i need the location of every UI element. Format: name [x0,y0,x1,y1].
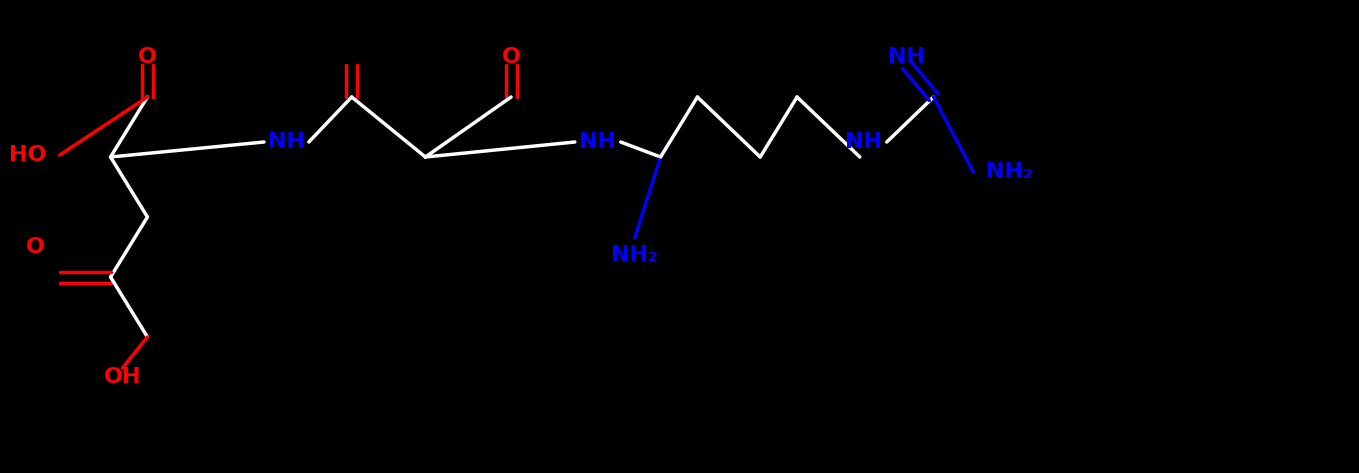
Text: NH: NH [269,132,306,152]
Text: NH: NH [845,132,882,152]
Text: NH₂: NH₂ [987,162,1033,182]
Text: HO: HO [10,145,46,165]
Text: O: O [26,237,45,257]
Text: NH₂: NH₂ [612,245,658,265]
Text: O: O [501,47,520,67]
Text: O: O [137,47,156,67]
Text: NH: NH [889,47,925,67]
Text: NH: NH [579,132,616,152]
Text: OH: OH [103,367,141,387]
